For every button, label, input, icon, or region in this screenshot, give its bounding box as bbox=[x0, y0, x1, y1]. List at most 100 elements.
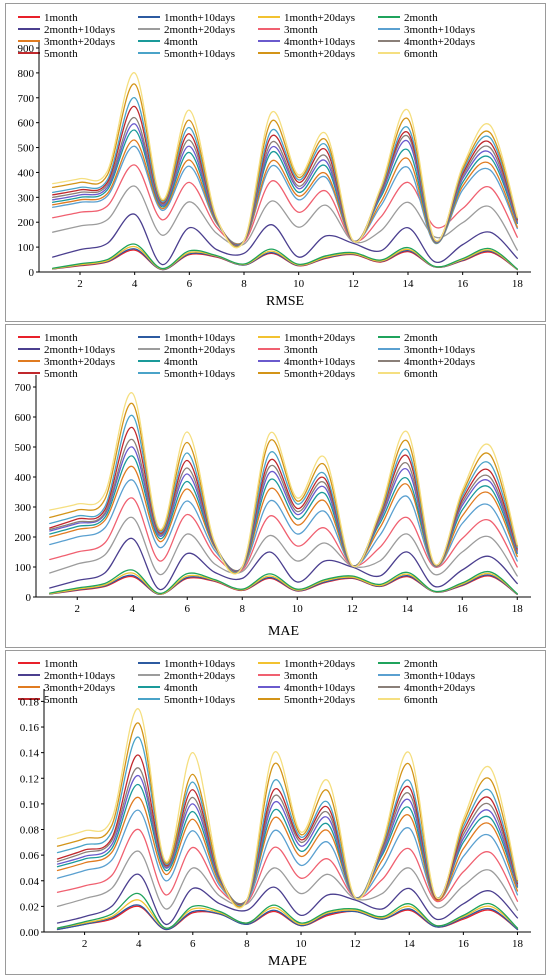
mae-legend-label: 5month+20days bbox=[284, 368, 355, 380]
mape-legend-label: 6month bbox=[404, 694, 438, 706]
rmse-x-tick-label: 6 bbox=[187, 278, 193, 290]
mae-series-line bbox=[49, 497, 518, 573]
mape-legend-label: 4month bbox=[164, 682, 198, 694]
mape-legend-item: 2month+10days bbox=[18, 670, 115, 682]
mae-panel: 1month 1month+10days 1month+20days 2month 2m… bbox=[5, 324, 546, 648]
rmse-legend-label: 4month+10days bbox=[284, 36, 355, 48]
mape-series-line bbox=[56, 892, 519, 929]
rmse-legend-item: 5month+20days bbox=[258, 48, 355, 60]
rmse-series-line bbox=[52, 72, 518, 249]
rmse-legend-item: 6month bbox=[378, 48, 438, 60]
mae-legend-label: 1month+10days bbox=[164, 332, 235, 344]
mape-legend-label: 2month bbox=[404, 658, 438, 670]
mae-legend-label: 2month+20days bbox=[164, 344, 235, 356]
mae-x-tick-label: 14 bbox=[402, 603, 414, 615]
mae-legend-item: 2month+10days bbox=[18, 344, 115, 356]
mae-legend-label: 6month bbox=[404, 368, 438, 380]
mape-legend-item: 4month bbox=[138, 682, 198, 694]
rmse-series-line bbox=[52, 185, 518, 251]
mape-legend-label: 3month+20days bbox=[44, 682, 115, 694]
mape-legend-item: 5month bbox=[18, 694, 78, 706]
rmse-legend-item: 3month+10days bbox=[378, 24, 475, 36]
mape-legend-item: 3month bbox=[258, 670, 318, 682]
mape-y-tick-label: 0.04 bbox=[20, 876, 40, 888]
mae-legend-item: 6month bbox=[378, 368, 438, 380]
rmse-legend-item: 2month+20days bbox=[138, 24, 235, 36]
mape-x-tick-label: 14 bbox=[404, 938, 416, 950]
mae-series-line bbox=[49, 392, 518, 575]
mae-x-tick-label: 12 bbox=[347, 603, 358, 615]
rmse-legend-label: 2month+20days bbox=[164, 24, 235, 36]
mape-y-tick-label: 0.08 bbox=[20, 825, 40, 837]
mae-legend-item: 5month+10days bbox=[138, 368, 235, 380]
rmse-y-tick-label: 100 bbox=[18, 242, 35, 254]
mae-y-tick-label: 300 bbox=[15, 502, 32, 514]
mae-x-tick-label: 4 bbox=[130, 603, 136, 615]
rmse-series-line bbox=[52, 243, 518, 270]
mape-x-tick-label: 18 bbox=[512, 938, 524, 950]
mae-legend-item: 1month+20days bbox=[258, 332, 355, 344]
mae-legend-label: 4month bbox=[164, 356, 198, 368]
mae-legend-item: 1month bbox=[18, 332, 78, 344]
mape-y-tick-label: 0.16 bbox=[20, 722, 40, 734]
mape-legend-label: 2month+20days bbox=[164, 670, 235, 682]
rmse-x-tick-label: 4 bbox=[132, 278, 138, 290]
mae-legend-item: 2month bbox=[378, 332, 438, 344]
rmse-legend-label: 1month+10days bbox=[164, 12, 235, 24]
mae-y-tick-label: 400 bbox=[15, 472, 32, 484]
mae-legend-label: 2month bbox=[404, 332, 438, 344]
mape-x-tick-label: 4 bbox=[136, 938, 142, 950]
rmse-y-tick-label: 400 bbox=[18, 167, 35, 179]
mape-legend-label: 1month bbox=[44, 658, 78, 670]
mape-legend-item: 5month+20days bbox=[258, 694, 355, 706]
mae-y-tick-label: 500 bbox=[15, 442, 32, 454]
mape-series-line bbox=[56, 873, 519, 925]
mape-chart: 1month 1month+10days 1month+20days 2month 2m… bbox=[18, 658, 531, 969]
mape-series-line bbox=[56, 850, 519, 911]
mape-legend-item: 4month+10days bbox=[258, 682, 355, 694]
mape-legend-item: 1month+10days bbox=[138, 658, 235, 670]
mae-y-tick-label: 200 bbox=[15, 532, 32, 544]
mae-x-tick-label: 18 bbox=[512, 603, 524, 615]
rmse-legend-label: 3month+20days bbox=[44, 36, 115, 48]
mae-x-tick-label: 6 bbox=[185, 603, 191, 615]
mae-legend-label: 4month+20days bbox=[404, 356, 475, 368]
mape-series-line bbox=[56, 754, 519, 907]
rmse-panel: 1month 1month+10days 1month+20days 2month 2m… bbox=[5, 3, 546, 322]
mae-legend-label: 4month+10days bbox=[284, 356, 355, 368]
rmse-x-tick-label: 10 bbox=[293, 278, 305, 290]
rmse-legend-item: 1month+10days bbox=[138, 12, 235, 24]
rmse-legend-item: 2month bbox=[378, 12, 438, 24]
mape-y-tick-label: 0.06 bbox=[20, 850, 40, 862]
rmse-legend-label: 1month+20days bbox=[284, 12, 355, 24]
mae-legend-label: 1month+20days bbox=[284, 332, 355, 344]
mae-legend-label: 5month+10days bbox=[164, 368, 235, 380]
mape-x-axis-label: MAPE bbox=[268, 954, 307, 969]
mape-y-tick-label: 0.14 bbox=[20, 748, 40, 760]
rmse-legend-label: 5month+10days bbox=[164, 48, 235, 60]
mape-series-line bbox=[56, 796, 519, 905]
mape-legend-label: 4month+10days bbox=[284, 682, 355, 694]
mae-series-line bbox=[49, 569, 518, 595]
mae-series-line bbox=[49, 465, 518, 572]
rmse-legend-item: 4month+20days bbox=[378, 36, 475, 48]
mape-y-tick-label: 0.18 bbox=[20, 696, 40, 708]
rmse-y-tick-label: 800 bbox=[18, 68, 35, 80]
rmse-x-tick-label: 12 bbox=[348, 278, 359, 290]
rmse-legend-item: 2month+10days bbox=[18, 24, 115, 36]
mae-y-tick-label: 0 bbox=[26, 592, 32, 604]
mape-series-line bbox=[56, 828, 519, 906]
mape-y-tick-label: 0.02 bbox=[20, 901, 39, 913]
rmse-legend-label: 4month bbox=[164, 36, 198, 48]
rmse-legend-label: 4month+20days bbox=[404, 36, 475, 48]
mape-legend-label: 4month+20days bbox=[404, 682, 475, 694]
rmse-x-tick-label: 18 bbox=[512, 278, 524, 290]
rmse-legend-item: 3month+20days bbox=[18, 36, 115, 48]
mape-x-tick-label: 12 bbox=[350, 938, 361, 950]
mape-y-tick-label: 0.12 bbox=[20, 773, 39, 785]
mae-legend-item: 3month+20days bbox=[18, 356, 115, 368]
mape-legend-item: 1month+20days bbox=[258, 658, 355, 670]
mape-legend-item: 3month+20days bbox=[18, 682, 115, 694]
rmse-legend-label: 5month+20days bbox=[284, 48, 355, 60]
